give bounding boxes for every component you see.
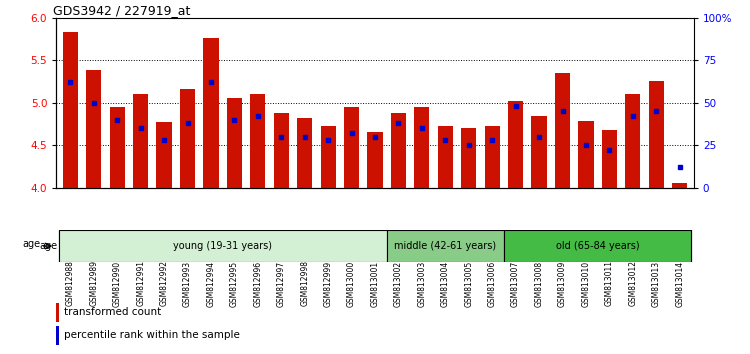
Bar — [387, 230, 504, 262]
Text: GSM812994: GSM812994 — [206, 261, 215, 307]
Text: GSM812999: GSM812999 — [323, 261, 332, 307]
Bar — [251, 94, 266, 188]
Text: GSM812992: GSM812992 — [160, 261, 169, 307]
Text: GSM813012: GSM813012 — [628, 261, 638, 307]
Text: GSM813004: GSM813004 — [441, 261, 450, 307]
Text: GSM812996: GSM812996 — [254, 261, 262, 307]
Text: age: age — [22, 239, 40, 250]
Bar — [626, 94, 640, 188]
Text: GSM812995: GSM812995 — [230, 261, 238, 307]
Bar — [157, 122, 172, 188]
Bar — [180, 89, 195, 188]
Text: GSM813002: GSM813002 — [394, 261, 403, 307]
Bar — [297, 118, 312, 188]
Bar — [602, 130, 617, 188]
Text: GSM813008: GSM813008 — [535, 261, 544, 307]
Bar — [58, 230, 387, 262]
Bar — [63, 32, 78, 188]
Text: GSM813003: GSM813003 — [417, 261, 426, 307]
Text: GSM813006: GSM813006 — [488, 261, 496, 307]
Bar — [320, 126, 336, 188]
Bar — [133, 94, 148, 188]
Bar — [414, 107, 430, 188]
Bar — [274, 113, 289, 188]
Bar — [86, 69, 101, 188]
Text: middle (42-61 years): middle (42-61 years) — [394, 241, 496, 251]
Bar — [368, 132, 382, 188]
Text: age: age — [39, 241, 58, 251]
Bar — [555, 73, 570, 188]
Bar — [672, 183, 687, 188]
Text: GSM812997: GSM812997 — [277, 261, 286, 307]
Bar — [56, 303, 58, 321]
Text: GSM812993: GSM812993 — [183, 261, 192, 307]
Text: percentile rank within the sample: percentile rank within the sample — [64, 330, 240, 341]
Text: GSM813007: GSM813007 — [512, 261, 520, 307]
Text: GSM813011: GSM813011 — [604, 261, 613, 307]
Text: GSM812989: GSM812989 — [89, 261, 98, 307]
Text: young (19-31 years): young (19-31 years) — [173, 241, 272, 251]
Bar — [391, 113, 406, 188]
Text: GSM812990: GSM812990 — [112, 261, 122, 307]
Text: GSM813000: GSM813000 — [347, 261, 356, 307]
Text: GSM813005: GSM813005 — [464, 261, 473, 307]
Bar — [578, 121, 593, 188]
Bar — [203, 38, 218, 188]
Bar — [532, 116, 547, 188]
Text: GDS3942 / 227919_at: GDS3942 / 227919_at — [53, 4, 190, 17]
Bar — [461, 128, 476, 188]
Bar — [649, 81, 664, 188]
Text: transformed count: transformed count — [64, 307, 161, 318]
Bar — [226, 98, 242, 188]
Text: GSM813014: GSM813014 — [675, 261, 684, 307]
Text: GSM812988: GSM812988 — [66, 261, 75, 306]
Bar — [504, 230, 692, 262]
Text: GSM812991: GSM812991 — [136, 261, 146, 307]
Bar — [110, 107, 125, 188]
Text: old (65-84 years): old (65-84 years) — [556, 241, 640, 251]
Text: GSM813013: GSM813013 — [652, 261, 661, 307]
Text: GSM813009: GSM813009 — [558, 261, 567, 307]
Bar — [56, 326, 58, 345]
Bar — [508, 101, 524, 188]
Text: GSM812998: GSM812998 — [300, 261, 309, 307]
Bar — [438, 126, 453, 188]
Bar — [344, 107, 359, 188]
Text: GSM813001: GSM813001 — [370, 261, 380, 307]
Bar — [484, 126, 500, 188]
Text: GSM813010: GSM813010 — [581, 261, 590, 307]
